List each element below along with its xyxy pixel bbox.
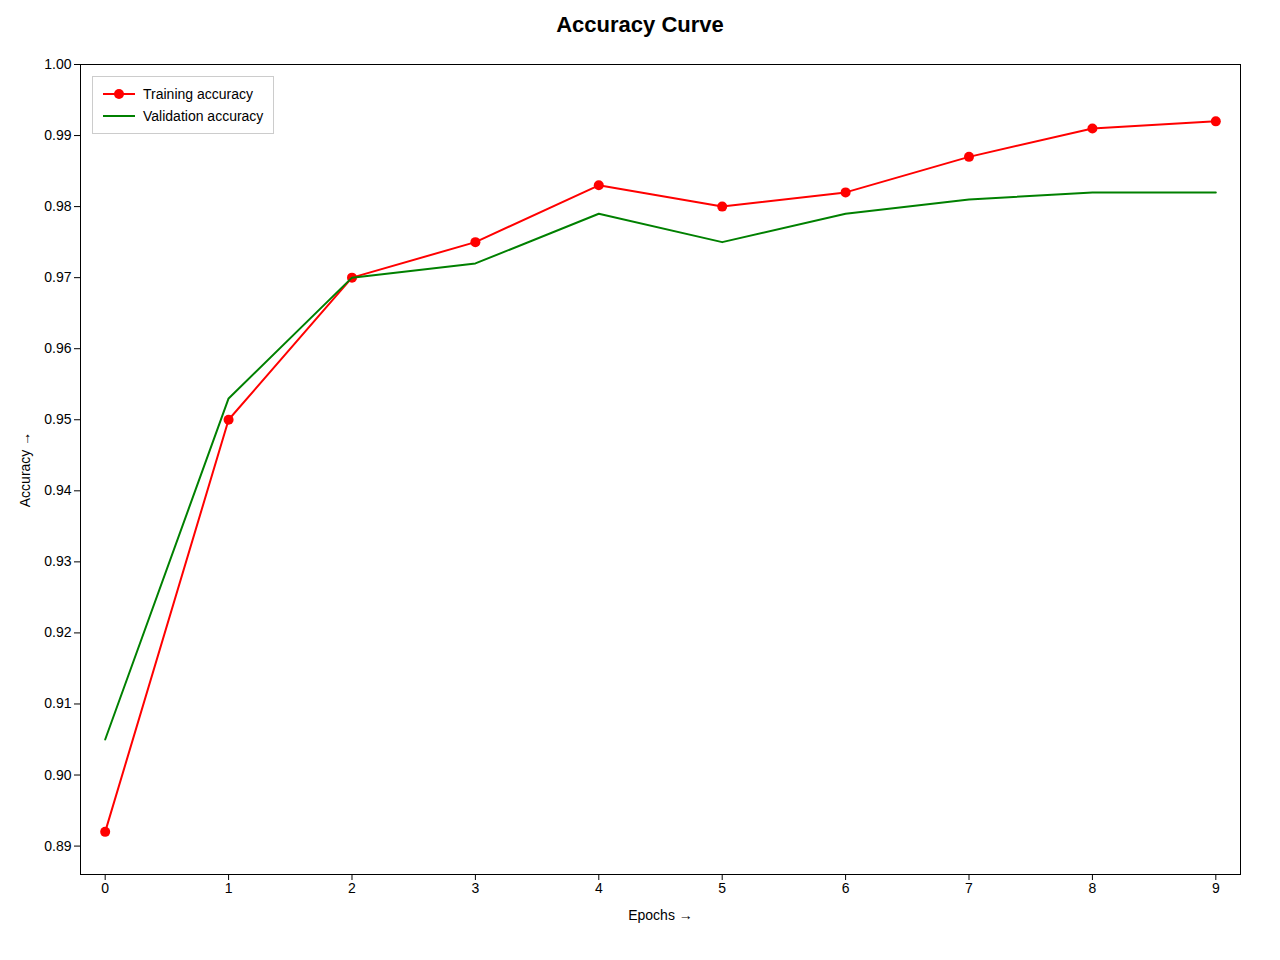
svg-text:0.92: 0.92 [44, 624, 71, 640]
html-text:Accuracy Curve: Accuracy Curve [556, 12, 724, 37]
svg-text:1: 1 [225, 880, 233, 896]
svg-text:6: 6 [842, 880, 850, 896]
svg-text:0.90: 0.90 [44, 767, 71, 783]
svg-text:0.98: 0.98 [44, 198, 71, 214]
svg-text:0.96: 0.96 [44, 340, 71, 356]
svg-text:4: 4 [595, 880, 603, 896]
svg-text:Epochs →: Epochs → [628, 907, 693, 923]
html-text:Validation accuracy: Validation accuracy [143, 108, 264, 124]
svg-text:5: 5 [718, 880, 726, 896]
svg-text:0.99: 0.99 [44, 127, 71, 143]
svg-text:0: 0 [101, 880, 109, 896]
svg-text:2: 2 [348, 880, 356, 896]
svg-text:9: 9 [1212, 880, 1220, 896]
html-text:Training accuracy: Training accuracy [143, 86, 253, 102]
svg-text:0.95: 0.95 [44, 411, 71, 427]
svg-text:1.00: 1.00 [44, 56, 71, 72]
svg-text:Accuracy →: Accuracy → [17, 432, 33, 507]
svg-text:7: 7 [965, 880, 973, 896]
svg-text:3: 3 [471, 880, 479, 896]
svg-text:0.97: 0.97 [44, 269, 71, 285]
svg-text:0.89: 0.89 [44, 838, 71, 854]
svg-text:0.94: 0.94 [44, 482, 71, 498]
svg-text:0.93: 0.93 [44, 553, 71, 569]
svg-text:0.91: 0.91 [44, 695, 71, 711]
svg-text:8: 8 [1089, 880, 1097, 896]
